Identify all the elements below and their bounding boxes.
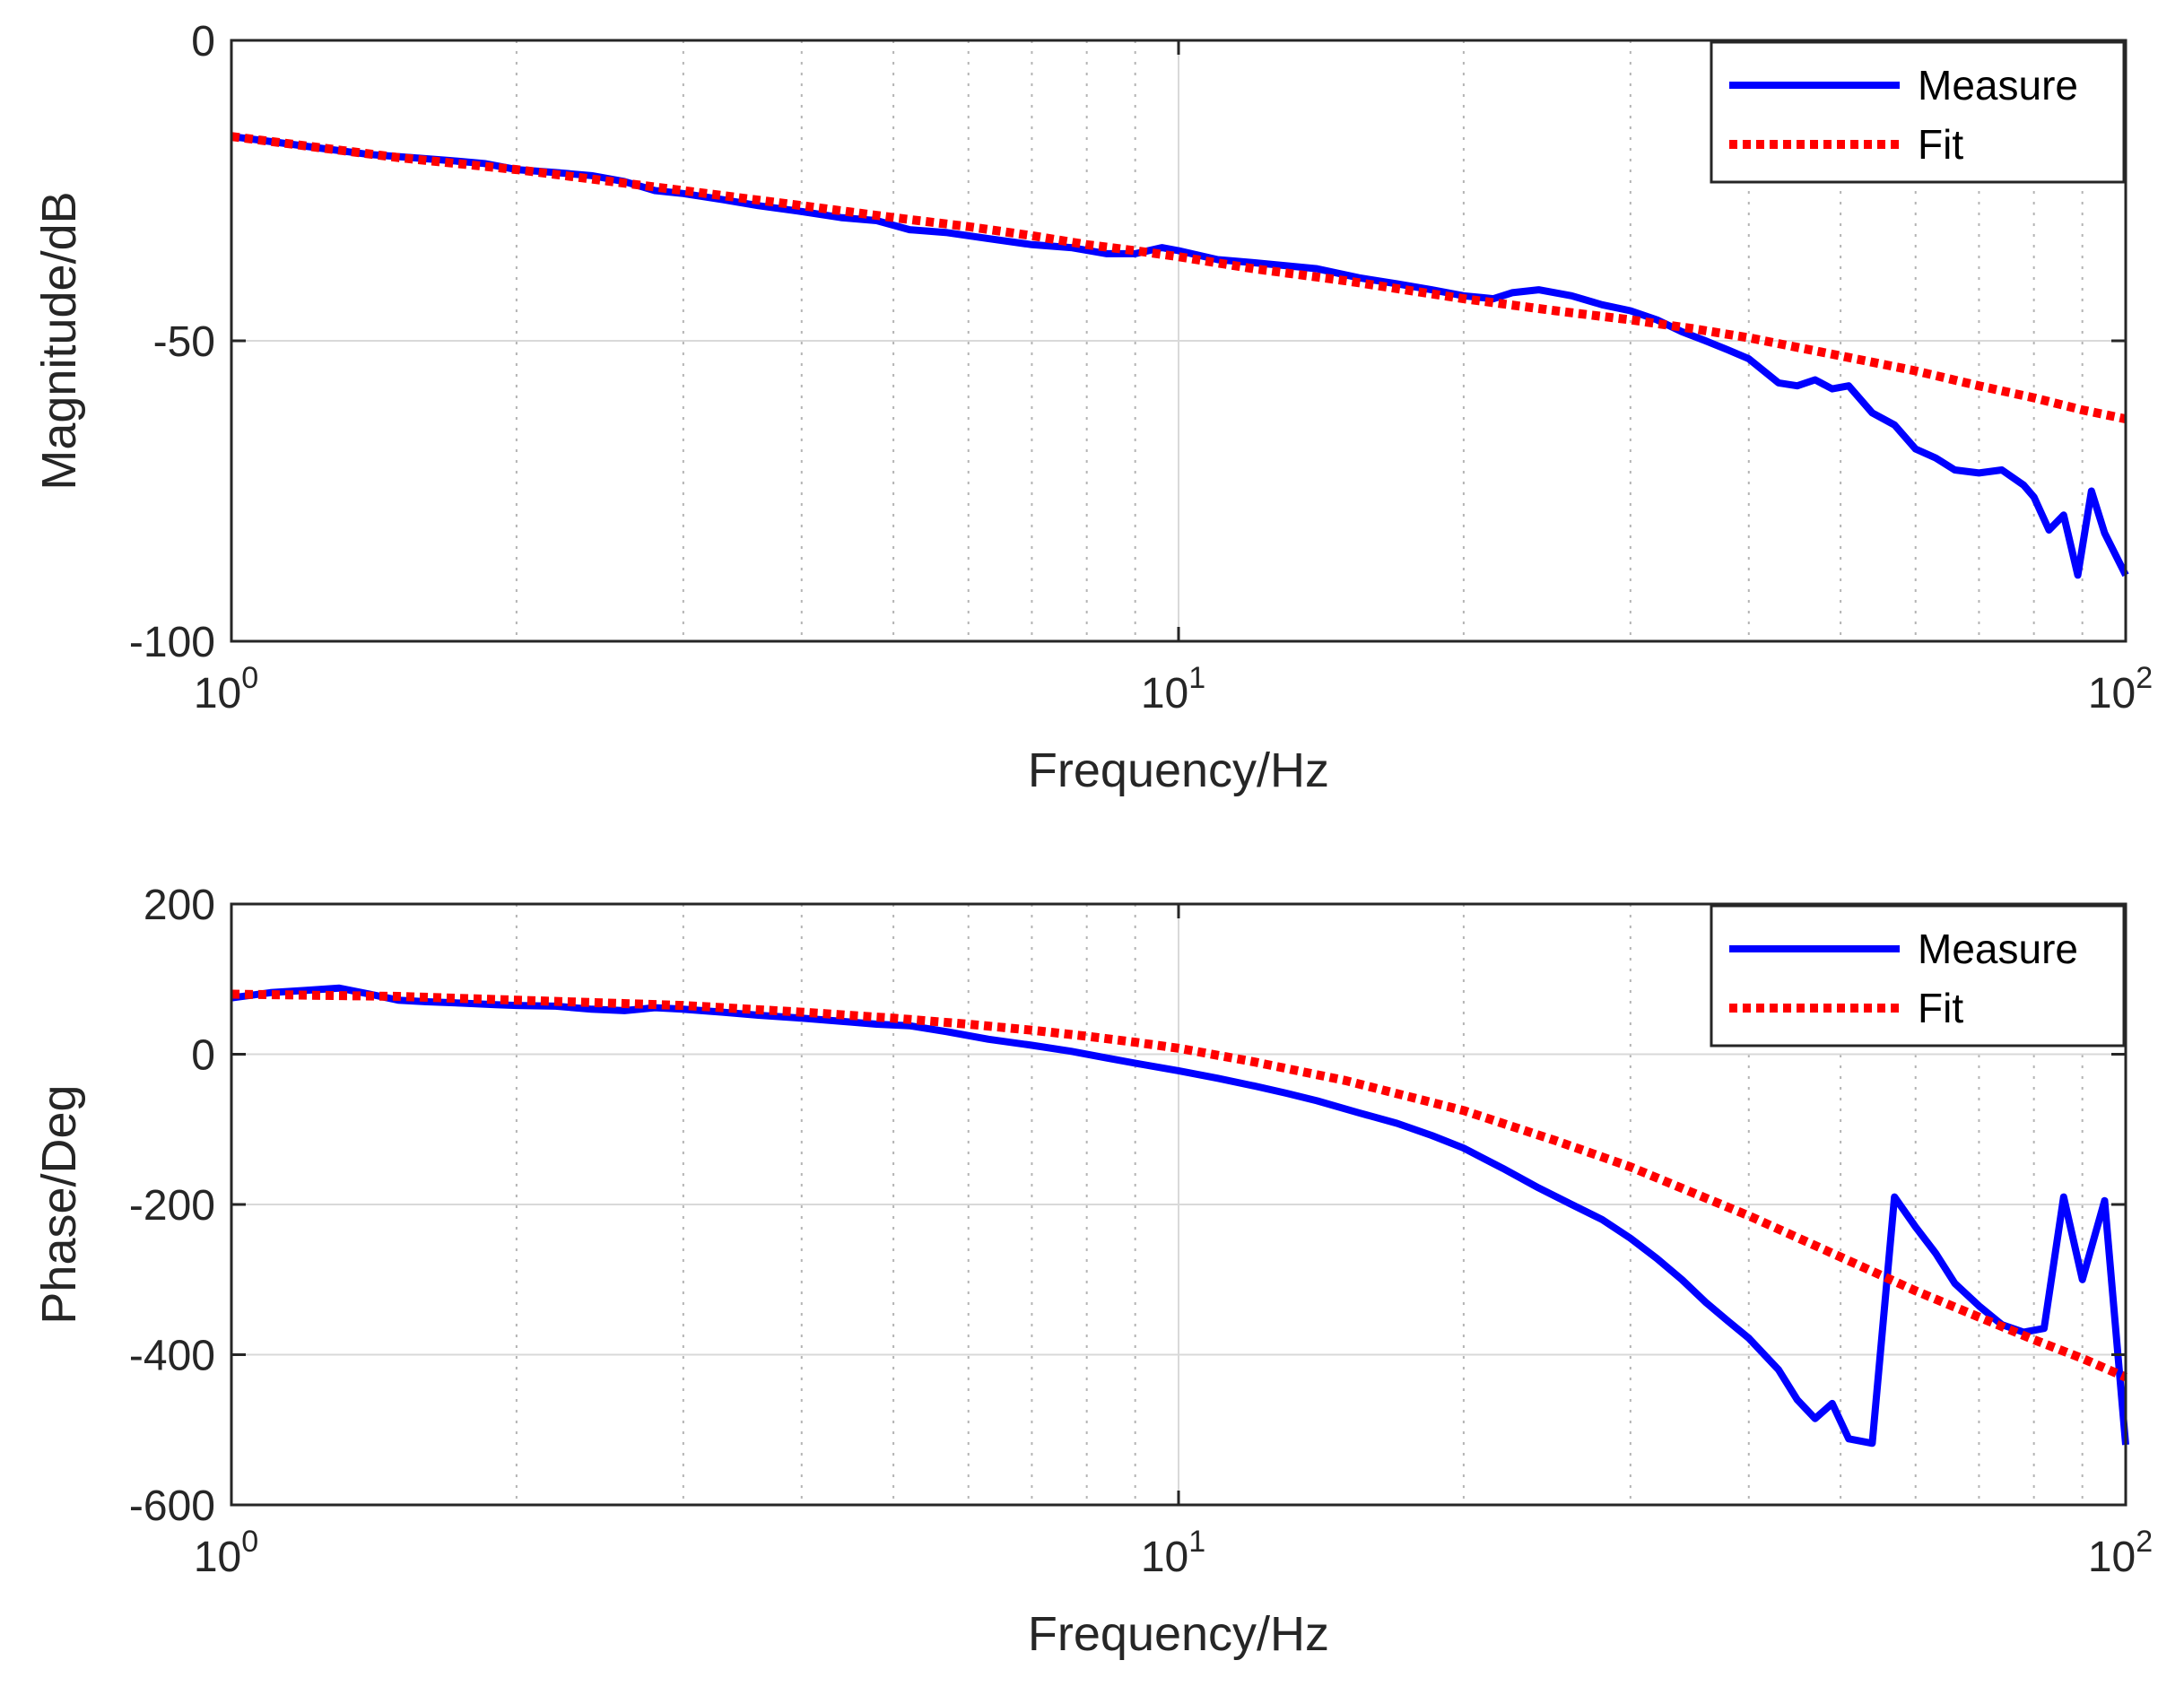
series-fit-line (231, 989, 2127, 1382)
plot-2: 100 101 102 200 0 -200 -400 -600 Frequency/Hz Pha… (32, 882, 2153, 1661)
legend: Measure Fit (1710, 904, 2126, 1048)
x-axis-label: Frequency/Hz (1028, 1607, 1329, 1661)
x-tick-label: 102 (2088, 661, 2153, 717)
legend: Measure Fit (1710, 40, 2126, 184)
y-tick-label: 0 (191, 18, 215, 65)
legend-box (1710, 40, 2126, 184)
x-tick-label: 100 (194, 1525, 258, 1581)
series-measure-line (231, 984, 2129, 1448)
legend-label-measure: Measure (1918, 926, 2078, 972)
y-tick-label: -100 (129, 619, 215, 666)
y-tick-label: -200 (129, 1182, 215, 1230)
x-axis-label: Frequency/Hz (1028, 743, 1329, 797)
x-tick-label: 101 (1141, 1525, 1205, 1581)
y-tick-label: 0 (191, 1032, 215, 1080)
y-tick-label: 200 (144, 882, 215, 929)
y-axis-label: Magnitude/dB (32, 191, 86, 490)
legend-label-fit: Fit (1918, 985, 1963, 1031)
legend-label-fit: Fit (1918, 121, 1963, 168)
legend-box (1710, 904, 2126, 1048)
x-tick-label: 102 (2088, 1525, 2153, 1581)
x-tick-label: 101 (1141, 661, 1205, 717)
y-tick-label: -400 (129, 1333, 215, 1380)
y-axis-label: Phase/Deg (32, 1084, 86, 1324)
legend-label-measure: Measure (1918, 62, 2078, 109)
x-tick-label: 100 (194, 661, 258, 717)
y-tick-label: -50 (153, 318, 215, 366)
series-fit-line (231, 132, 2127, 423)
y-tick-label: -600 (129, 1482, 215, 1530)
plot-1: 100 101 102 0 -50 -100 Frequency/Hz Magnitude/d… (32, 18, 2153, 797)
